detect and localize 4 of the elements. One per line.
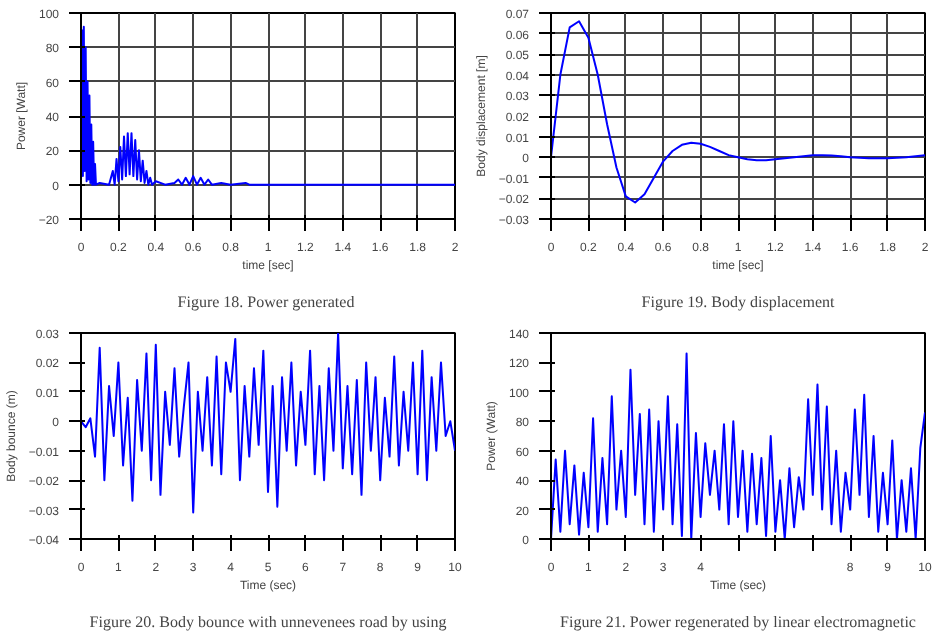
text: Figure 19. Body displacement: [641, 293, 836, 311]
text: Figure 21. Power regenerated by linear electromagnetic: [560, 613, 917, 631]
text: Figure 18. Power generated: [177, 293, 355, 311]
text: Figure 20. Body bounce with unnevenees road by using: [89, 613, 447, 631]
